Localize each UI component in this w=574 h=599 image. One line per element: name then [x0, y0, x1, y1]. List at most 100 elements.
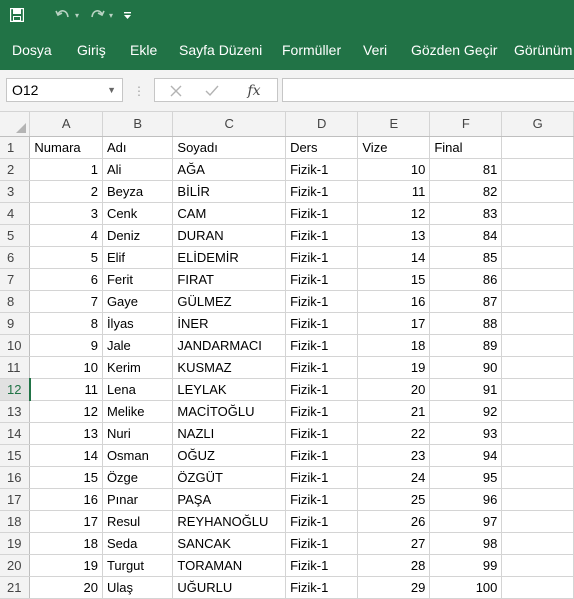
cell-c[interactable]: BİLİR	[172, 180, 287, 203]
row-header[interactable]: 13	[0, 400, 31, 423]
column-header-b[interactable]: B	[102, 112, 174, 137]
cell-c[interactable]: JANDARMACI	[172, 334, 287, 357]
cell-d[interactable]: Fizik-1	[285, 290, 359, 313]
row-header[interactable]: 5	[0, 224, 31, 247]
cell-a[interactable]: 3	[29, 202, 103, 225]
cell-b[interactable]: Osman	[102, 444, 174, 467]
cell-e[interactable]: 27	[357, 532, 431, 555]
row-header[interactable]: 19	[0, 532, 31, 555]
cell-d[interactable]: Fizik-1	[285, 532, 359, 555]
cell-e[interactable]: 16	[357, 290, 431, 313]
cell-a[interactable]: 13	[29, 422, 103, 445]
cell-a[interactable]: 10	[29, 356, 103, 379]
cell-c[interactable]: NAZLI	[172, 422, 287, 445]
save-icon[interactable]	[8, 5, 26, 25]
row-header[interactable]: 1	[0, 136, 31, 159]
cell-e[interactable]: 22	[357, 422, 431, 445]
cell-g[interactable]	[501, 356, 574, 379]
cell-f[interactable]: 98	[429, 532, 503, 555]
cell-b[interactable]: Beyza	[102, 180, 174, 203]
tab-ekle[interactable]: Ekle	[130, 42, 158, 58]
cell-e[interactable]: 20	[357, 378, 431, 401]
cell-f[interactable]: 88	[429, 312, 503, 335]
cell-f[interactable]: 84	[429, 224, 503, 247]
cell-d[interactable]: Fizik-1	[285, 180, 359, 203]
cell-c[interactable]: ÖZGÜT	[172, 466, 287, 489]
cell-c[interactable]: TORAMAN	[172, 554, 287, 577]
cell-e[interactable]: 29	[357, 576, 431, 599]
cell-f[interactable]: 85	[429, 246, 503, 269]
cell-g[interactable]	[501, 136, 574, 159]
cell-c[interactable]: UĞURLU	[172, 576, 287, 599]
row-header[interactable]: 15	[0, 444, 31, 467]
cell-b[interactable]: Ulaş	[102, 576, 174, 599]
row-header[interactable]: 6	[0, 246, 31, 269]
cell-f[interactable]: 96	[429, 488, 503, 511]
cell-g[interactable]	[501, 378, 574, 401]
cell-b[interactable]: İlyas	[102, 312, 174, 335]
row-header[interactable]: 9	[0, 312, 31, 335]
cell-b[interactable]: Ali	[102, 158, 174, 181]
cell-a[interactable]: 16	[29, 488, 103, 511]
cell-c[interactable]: LEYLAK	[172, 378, 287, 401]
cell-b[interactable]: Melike	[102, 400, 174, 423]
cell-a[interactable]: 6	[29, 268, 103, 291]
redo-icon[interactable]	[86, 5, 108, 25]
select-all-corner[interactable]	[0, 112, 31, 137]
cell-a[interactable]: 5	[29, 246, 103, 269]
cell-c[interactable]: MACİTOĞLU	[172, 400, 287, 423]
cell-c[interactable]: SANCAK	[172, 532, 287, 555]
cell-f[interactable]: 91	[429, 378, 503, 401]
cell-d[interactable]: Fizik-1	[285, 158, 359, 181]
row-header[interactable]: 21	[0, 576, 31, 599]
cell-c[interactable]: Soyadı	[172, 136, 287, 159]
cell-g[interactable]	[501, 554, 574, 577]
cell-f[interactable]: 97	[429, 510, 503, 533]
cancel-icon[interactable]	[163, 81, 189, 101]
cell-g[interactable]	[501, 202, 574, 225]
row-header[interactable]: 17	[0, 488, 31, 511]
cell-g[interactable]	[501, 576, 574, 599]
cell-b[interactable]: Pınar	[102, 488, 174, 511]
cell-f[interactable]: 89	[429, 334, 503, 357]
cell-e[interactable]: 21	[357, 400, 431, 423]
row-header[interactable]: 10	[0, 334, 31, 357]
cell-g[interactable]	[501, 180, 574, 203]
enter-check-icon[interactable]	[199, 81, 225, 101]
cell-c[interactable]: İNER	[172, 312, 287, 335]
cell-d[interactable]: Fizik-1	[285, 422, 359, 445]
cell-g[interactable]	[501, 312, 574, 335]
cell-d[interactable]: Fizik-1	[285, 268, 359, 291]
cell-a[interactable]: 1	[29, 158, 103, 181]
cell-b[interactable]: Elif	[102, 246, 174, 269]
cell-a[interactable]: 4	[29, 224, 103, 247]
column-header-g[interactable]: G	[501, 112, 574, 137]
tab-dosya[interactable]: Dosya	[12, 42, 52, 58]
cell-f[interactable]: 100	[429, 576, 503, 599]
cell-c[interactable]: GÜLMEZ	[172, 290, 287, 313]
redo-dropdown-icon[interactable]: ▾	[108, 10, 113, 20]
cell-b[interactable]: Seda	[102, 532, 174, 555]
cell-c[interactable]: PAŞA	[172, 488, 287, 511]
cell-g[interactable]	[501, 268, 574, 291]
cell-a[interactable]: 7	[29, 290, 103, 313]
cell-c[interactable]: FIRAT	[172, 268, 287, 291]
cell-d[interactable]: Fizik-1	[285, 246, 359, 269]
row-header[interactable]: 8	[0, 290, 31, 313]
cell-e[interactable]: 25	[357, 488, 431, 511]
cell-e[interactable]: 26	[357, 510, 431, 533]
cell-d[interactable]: Fizik-1	[285, 488, 359, 511]
row-header[interactable]: 18	[0, 510, 31, 533]
undo-icon[interactable]	[52, 5, 74, 25]
tab-gorunum[interactable]: Görünüm	[514, 42, 573, 58]
cell-c[interactable]: KUSMAZ	[172, 356, 287, 379]
cell-b[interactable]: Özge	[102, 466, 174, 489]
cell-b[interactable]: Jale	[102, 334, 174, 357]
cell-e[interactable]: 11	[357, 180, 431, 203]
customize-toolbar-icon[interactable]	[120, 5, 134, 25]
cell-a[interactable]: 15	[29, 466, 103, 489]
cell-c[interactable]: ELİDEMİR	[172, 246, 287, 269]
cell-f[interactable]: 99	[429, 554, 503, 577]
cell-d[interactable]: Fizik-1	[285, 466, 359, 489]
cell-c[interactable]: DURAN	[172, 224, 287, 247]
